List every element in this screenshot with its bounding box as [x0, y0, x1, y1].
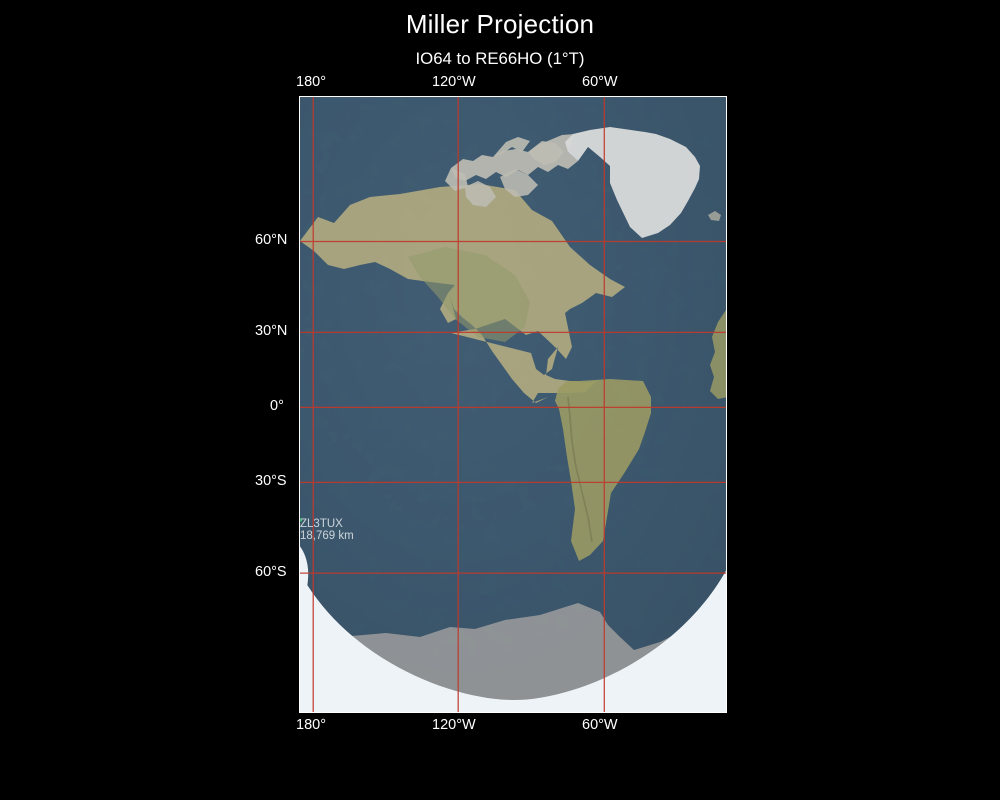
svg-text:ZL3TUX: ZL3TUX: [300, 518, 343, 530]
svg-text:18,769 km: 18,769 km: [300, 530, 354, 542]
